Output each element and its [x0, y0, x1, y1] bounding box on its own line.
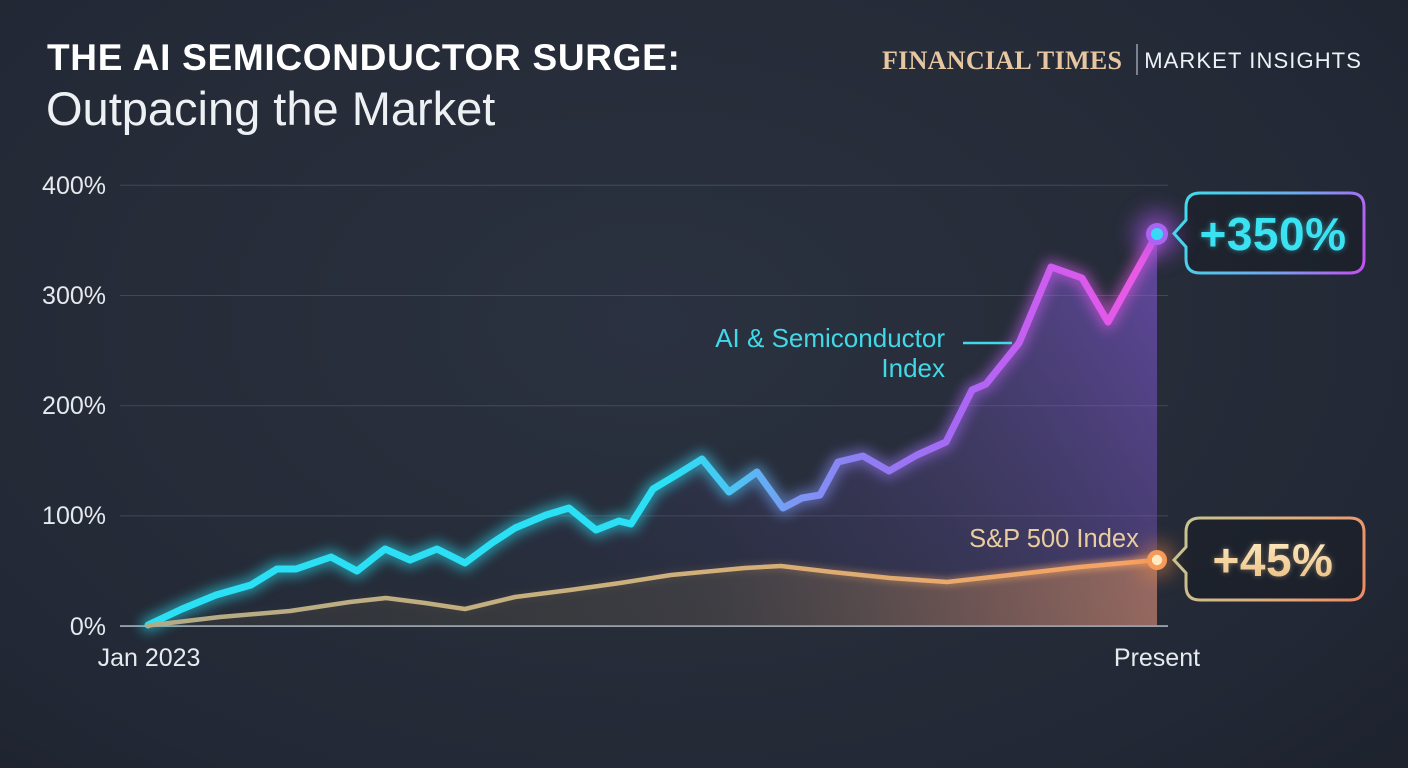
svg-text:+350%: +350% [1199, 208, 1346, 260]
svg-text:Present: Present [1114, 644, 1200, 672]
svg-text:200%: 200% [42, 392, 106, 420]
svg-text:Outpacing the Market: Outpacing the Market [46, 82, 495, 135]
svg-text:AI & Semiconductor: AI & Semiconductor [715, 323, 945, 353]
svg-text:+350%: +350% [1199, 208, 1346, 260]
svg-text:Jan 2023: Jan 2023 [98, 644, 201, 672]
svg-text:THE AI SEMICONDUCTOR SURGE:: THE AI SEMICONDUCTOR SURGE: [47, 37, 681, 78]
svg-text:+45%: +45% [1213, 534, 1334, 586]
svg-text:100%: 100% [42, 502, 106, 530]
svg-text:+45%: +45% [1213, 534, 1334, 586]
svg-text:Index: Index [881, 353, 945, 383]
svg-text:300%: 300% [42, 282, 106, 310]
svg-text:FINANCIAL TIMES: FINANCIAL TIMES [882, 46, 1122, 75]
svg-text:0%: 0% [70, 613, 106, 641]
svg-text:400%: 400% [42, 172, 106, 200]
svg-text:MARKET INSIGHTS: MARKET INSIGHTS [1144, 48, 1362, 73]
svg-text:S&P 500 Index: S&P 500 Index [969, 525, 1139, 553]
